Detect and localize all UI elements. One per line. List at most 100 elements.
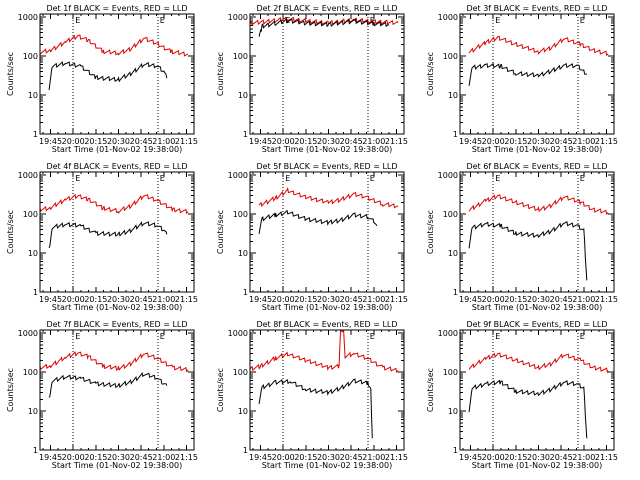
chart-panel: Det 1f BLACK = Events, RED = LLD Counts/s… (6, 4, 198, 154)
plot-frame (249, 171, 405, 293)
x-tick-label: 20:30 (107, 453, 130, 462)
y-tick-label: 1 (33, 446, 38, 455)
x-axis-label: Start Time (01-Nov-02 19:38:00) (472, 303, 602, 312)
x-tick-label: 19:45 (459, 295, 482, 304)
x-tick-label: 20:00 (272, 295, 295, 304)
y-tick-label: 10 (448, 91, 458, 100)
y-tick-label: 1000 (228, 13, 248, 22)
x-tick-label: 20:45 (340, 137, 363, 146)
chart-title: Det 9f BLACK = Events, RED = LLD (466, 320, 607, 329)
x-tick-label: 19:45 (249, 137, 272, 146)
x-tick-label: 20:30 (527, 295, 550, 304)
x-axis-label: Start Time (01-Nov-02 19:38:00) (52, 145, 182, 154)
y-tick-label: 1 (33, 288, 38, 297)
x-tick-label: 20:45 (340, 295, 363, 304)
marker-label: E (75, 16, 80, 25)
y-tick-label: 1000 (228, 329, 248, 338)
x-tick-label: 21:00 (152, 137, 175, 146)
x-tick-label: 21:00 (362, 295, 385, 304)
y-axis-label: Counts/sec (216, 52, 225, 96)
plot-frame (459, 171, 615, 293)
chart-panel: Det 6f BLACK = Events, RED = LLD Counts/s… (426, 162, 618, 312)
x-tick-label: 20:00 (482, 295, 505, 304)
chart-panel: Det 2f BLACK = Events, RED = LLD Counts/s… (216, 4, 408, 154)
x-tick-label: 21:00 (572, 137, 595, 146)
y-tick-label: 1000 (18, 171, 38, 180)
marker-label: E (160, 332, 165, 341)
x-tick-label: 20:15 (84, 295, 107, 304)
x-tick-label: 21:00 (152, 453, 175, 462)
marker-label: E (370, 174, 375, 183)
chart-title: Det 3f BLACK = Events, RED = LLD (466, 4, 607, 13)
y-axis-label: Counts/sec (426, 210, 435, 254)
x-tick-label: 19:45 (459, 453, 482, 462)
x-tick-label: 20:15 (504, 453, 527, 462)
y-tick-label: 10 (238, 249, 248, 258)
x-tick-label: 20:15 (504, 137, 527, 146)
x-axis-label: Start Time (01-Nov-02 19:38:00) (262, 303, 392, 312)
y-axis-label: Counts/sec (6, 368, 15, 412)
plot-frame (249, 13, 405, 135)
marker-label: E (495, 174, 500, 183)
x-tick-label: 21:15 (595, 453, 618, 462)
x-axis-label: Start Time (01-Nov-02 19:38:00) (472, 461, 602, 470)
x-tick-label: 20:45 (130, 295, 153, 304)
x-tick-label: 19:45 (249, 295, 272, 304)
y-tick-label: 100 (443, 368, 458, 377)
chart-panel: Det 7f BLACK = Events, RED = LLD Counts/s… (6, 320, 198, 470)
x-tick-label: 19:45 (39, 453, 62, 462)
x-tick-label: 20:15 (84, 453, 107, 462)
chart-title: Det 5f BLACK = Events, RED = LLD (256, 162, 397, 171)
y-axis-label: Counts/sec (426, 52, 435, 96)
y-tick-label: 100 (443, 52, 458, 61)
marker-label: E (495, 332, 500, 341)
x-tick-label: 19:45 (249, 453, 272, 462)
y-tick-label: 1000 (18, 13, 38, 22)
x-tick-label: 20:00 (62, 137, 85, 146)
x-tick-label: 21:15 (385, 137, 408, 146)
events-series-line (48, 61, 168, 91)
events-series-line (258, 17, 390, 37)
y-axis-label: Counts/sec (6, 52, 15, 96)
x-tick-label: 20:45 (130, 137, 153, 146)
y-tick-label: 1 (243, 446, 248, 455)
marker-label: E (370, 332, 375, 341)
events-series-line (48, 221, 168, 249)
marker-label: E (75, 174, 80, 183)
y-tick-label: 1 (453, 446, 458, 455)
x-tick-label: 20:00 (482, 453, 505, 462)
x-tick-label: 20:15 (504, 295, 527, 304)
chart-title: Det 7f BLACK = Events, RED = LLD (46, 320, 187, 329)
plot-frame (39, 171, 195, 293)
marker-label: E (580, 16, 585, 25)
events-series-line (468, 221, 588, 281)
y-tick-label: 100 (443, 210, 458, 219)
marker-label: E (75, 332, 80, 341)
lld-series-line (39, 351, 189, 373)
y-tick-label: 1000 (438, 13, 458, 22)
x-tick-label: 20:30 (317, 453, 340, 462)
x-tick-label: 21:00 (362, 137, 385, 146)
plot-frame (249, 329, 405, 451)
x-tick-label: 21:15 (175, 453, 198, 462)
y-tick-label: 10 (448, 249, 458, 258)
x-tick-label: 21:15 (175, 137, 198, 146)
x-tick-label: 19:45 (39, 137, 62, 146)
x-tick-label: 20:15 (294, 137, 317, 146)
x-tick-label: 20:00 (62, 453, 85, 462)
x-tick-label: 19:45 (39, 295, 62, 304)
y-axis-label: Counts/sec (426, 368, 435, 412)
y-tick-label: 100 (23, 368, 38, 377)
marker-label: E (160, 16, 165, 25)
x-tick-label: 21:00 (572, 295, 595, 304)
y-axis-label: Counts/sec (6, 210, 15, 254)
events-series-line (468, 62, 588, 86)
y-tick-label: 100 (233, 368, 248, 377)
x-tick-label: 20:00 (62, 295, 85, 304)
y-tick-label: 10 (28, 249, 38, 258)
x-tick-label: 20:15 (294, 453, 317, 462)
x-tick-label: 20:45 (340, 453, 363, 462)
lld-series-line (468, 194, 609, 215)
y-tick-label: 1 (453, 130, 458, 139)
x-tick-label: 20:45 (550, 295, 573, 304)
